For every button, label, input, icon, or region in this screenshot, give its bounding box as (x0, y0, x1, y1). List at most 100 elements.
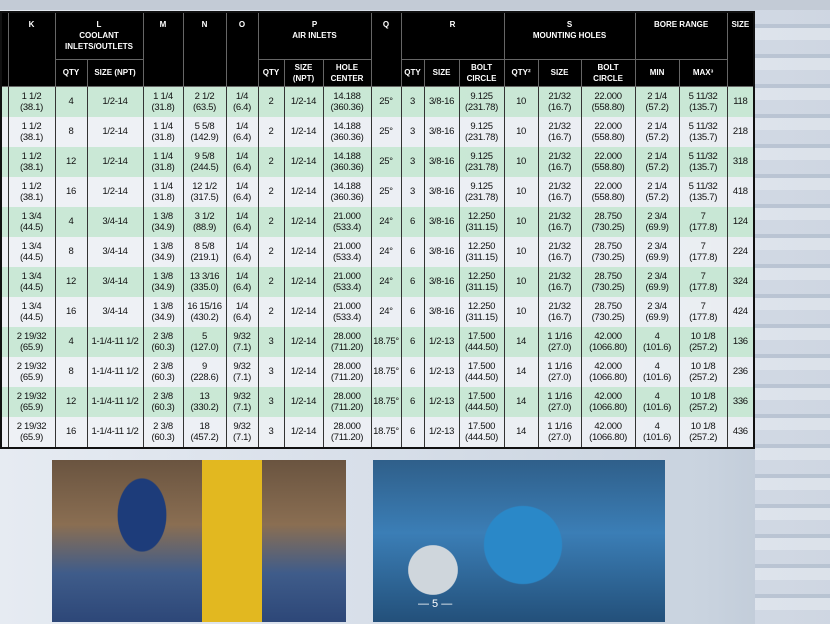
cell-pq: 2 (257, 266, 285, 297)
cell-line: 4 (654, 330, 660, 342)
cell-line: 9 (202, 360, 207, 372)
cell-line: (444.50) (465, 431, 499, 443)
cell-q: 25° (370, 176, 402, 207)
cell-line: 12.250 (467, 300, 496, 312)
cell-sq: 10 (503, 236, 539, 267)
cell-sq: 10 (503, 296, 539, 327)
cell-k: 1 3/4 (44.5) (7, 206, 56, 237)
cell-line: (16.7) (548, 311, 572, 323)
cell-line: 21/32 (548, 120, 571, 132)
cell-line: 9.125 (470, 120, 493, 132)
cell-rq: 6 (400, 416, 425, 448)
cell-ph: 28.000 (711.20) (322, 416, 372, 448)
cell-line: (330.2) (190, 401, 219, 413)
cell-line: 21.000 (333, 300, 361, 312)
cell-q: 18.75° (370, 356, 402, 387)
cell-size: 124 (726, 206, 755, 237)
cell-rb: 9.125 (231.78) (458, 146, 505, 177)
cell-rs: 3/8-16 (423, 296, 460, 327)
cell-ps: 1/2-14 (283, 326, 324, 357)
cell-rb: 9.125 (231.78) (458, 86, 505, 117)
page-number: — 5 — (418, 598, 453, 610)
cell-pq: 2 (257, 236, 285, 267)
cell-line: (65.9) (19, 371, 44, 383)
cell-n: 3 1/2 (88.9) (182, 206, 227, 237)
cell-lq: 12 (54, 266, 88, 297)
cell-o: 1/4 (6.4) (225, 146, 259, 177)
cell-line: (6.4) (232, 221, 252, 233)
cell-size: 324 (726, 266, 755, 297)
cell-sb: 22.000 (558.80) (580, 86, 636, 117)
cell-pq: 2 (257, 206, 285, 237)
cell-line: (27.0) (548, 401, 572, 413)
cell-sq: 10 (503, 116, 539, 147)
row-edge (1, 326, 9, 357)
cell-line: (231.78) (465, 161, 499, 173)
cell-k: 2 19/32 (65.9) (7, 416, 56, 448)
cell-line: (16.7) (548, 131, 572, 143)
cell-line: (1066.80) (589, 431, 628, 443)
cell-rb: 17.500 (444.50) (458, 356, 505, 387)
cell-line: 1/4 (235, 120, 249, 132)
cell-m: 1 1/4 (31.8) (142, 86, 184, 117)
table-row: 2 19/32 (65.9) 12 1-1/4-11 1/2 2 3/8 (60.3) 13… (1, 386, 755, 417)
cell-line: 1/4 (235, 150, 249, 162)
cell-rb: 17.500 (444.50) (458, 386, 505, 417)
cell-o: 9/32 (7.1) (225, 326, 259, 357)
cell-line: (101.6) (643, 371, 672, 383)
cell-line: (38.1) (19, 101, 44, 113)
cell-line: 2 3/4 (647, 270, 667, 282)
cell-line: 10 1/8 (690, 390, 716, 402)
cell-line: (533.4) (333, 281, 362, 293)
cell-line: (730.25) (591, 251, 625, 263)
cell-ls: 1-1/4-11 1/2 (86, 356, 144, 387)
cell-line: (34.9) (151, 251, 175, 263)
header-edge (0, 11, 9, 87)
cell-line: (6.4) (232, 311, 252, 323)
table-row: 1 1/2 (38.1) 16 1/2-14 1 1/4 (31.8) 12 1/2 (317… (1, 176, 755, 207)
row-edge (1, 116, 9, 147)
cell-n: 18 (457.2) (182, 416, 227, 448)
cell-k: 1 3/4 (44.5) (7, 296, 56, 327)
cell-line: (335.0) (190, 281, 219, 293)
row-edge (1, 206, 9, 237)
cell-pq: 2 (257, 86, 285, 117)
cell-pq: 2 (257, 116, 285, 147)
cell-line: 21.000 (333, 240, 361, 252)
cell-line: (444.50) (465, 341, 499, 353)
cell-m: 1 1/4 (31.8) (142, 116, 184, 147)
cell-line: 5 11/32 (688, 120, 718, 132)
cell-q: 18.75° (370, 386, 402, 417)
cell-line: 1/4 (235, 180, 249, 192)
cell-size: 424 (726, 296, 755, 327)
cell-line: (558.80) (591, 161, 625, 173)
cell-line: (69.9) (645, 221, 669, 233)
cell-lq: 8 (54, 116, 88, 147)
cell-sb: 42.000 (1066.80) (580, 386, 636, 417)
row-edge (1, 416, 9, 448)
cell-rs: 1/2-13 (423, 416, 460, 448)
cell-line: 2 3/4 (647, 240, 667, 252)
cell-line: (65.9) (19, 401, 44, 413)
cell-line: (360.36) (330, 191, 364, 203)
cell-n: 13 3/16 (335.0) (182, 266, 227, 297)
cell-ss: 1 1/16 (27.0) (537, 326, 582, 357)
cell-ph: 28.000 (711.20) (322, 386, 372, 417)
specifications-table: K L COOLANT INLETS/OUTLETS M N O P AIR INL… (0, 11, 756, 449)
cell-o: 1/4 (6.4) (225, 176, 259, 207)
cell-line: (177.8) (689, 311, 718, 323)
photo-coupling-test-rig (52, 460, 346, 622)
cell-line: (257.2) (689, 431, 718, 443)
cell-sb: 42.000 (1066.80) (580, 356, 636, 387)
cell-line: (430.2) (190, 311, 219, 323)
table-row: 1 3/4 (44.5) 8 3/4-14 1 3/8 (34.9) 8 5/8 (219.1… (1, 236, 755, 267)
header-r-bolt-circle: BOLT CIRCLE (458, 58, 505, 87)
cell-ss: 1 1/16 (27.0) (537, 386, 582, 417)
cell-line: (231.78) (465, 131, 499, 143)
cell-line: (730.25) (591, 221, 625, 233)
table-row: 1 3/4 (44.5) 4 3/4-14 1 3/8 (34.9) 3 1/2 (88.9)… (1, 206, 755, 237)
cell-ls: 3/4-14 (86, 206, 144, 237)
cell-line: (7.1) (232, 371, 252, 383)
cell-line: 2 1/4 (647, 120, 667, 132)
cell-line: 42.000 (594, 330, 622, 342)
